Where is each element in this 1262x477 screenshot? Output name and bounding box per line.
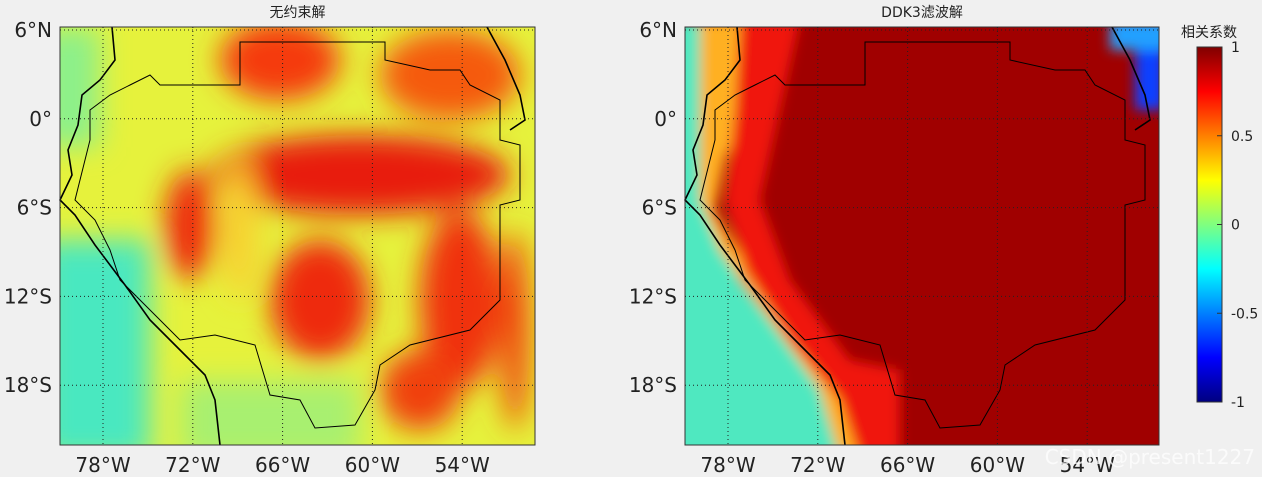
colorbar-tick-label: 1 xyxy=(1231,40,1240,56)
colorbar-tick-label: -0.5 xyxy=(1231,306,1258,322)
lat-tick-label: 6°N xyxy=(639,18,677,42)
colorbar-tick-label: 0 xyxy=(1231,218,1240,234)
coastlines xyxy=(59,26,1151,446)
lat-tick-label: 0° xyxy=(29,107,52,131)
lon-tick-label: 60°W xyxy=(970,453,1025,477)
lon-tick-label: 54°W xyxy=(435,453,490,477)
lon-tick-label: 72°W xyxy=(165,453,220,477)
field-left xyxy=(60,27,535,445)
lon-tick-label: 72°W xyxy=(790,453,845,477)
lat-tick-label: 12°S xyxy=(629,284,677,308)
lat-tick-label: 18°S xyxy=(4,373,52,397)
lon-tick-label: 66°W xyxy=(255,453,310,477)
lon-tick-label: 60°W xyxy=(345,453,400,477)
lon-tick-label: 66°W xyxy=(880,453,935,477)
watermark: CSDN @present1227 xyxy=(1045,445,1255,469)
colorbar-label: 相关系数 xyxy=(1181,25,1237,41)
lat-tick-label: 6°N xyxy=(14,18,52,42)
panel-title: DDK3滤波解 xyxy=(881,5,963,21)
basin-outlines xyxy=(74,41,1146,429)
axes-frame xyxy=(684,26,1160,446)
lat-tick-label: 0° xyxy=(654,107,677,131)
panel-title: 无约束解 xyxy=(270,5,326,21)
colorbar-tick-label: -1 xyxy=(1231,395,1245,411)
lat-tick-label: 6°S xyxy=(17,196,52,220)
lon-tick-label: 78°W xyxy=(700,453,755,477)
lat-tick-label: 18°S xyxy=(629,373,677,397)
lat-tick-label: 12°S xyxy=(4,284,52,308)
lat-tick-label: 6°S xyxy=(642,196,677,220)
lon-tick-label: 78°W xyxy=(75,453,130,477)
axes-frame xyxy=(59,26,536,446)
lon-tick-label: 54°W xyxy=(1060,453,1115,477)
colorbar-tick-label: 0.5 xyxy=(1231,129,1253,145)
field-right xyxy=(685,27,1159,445)
